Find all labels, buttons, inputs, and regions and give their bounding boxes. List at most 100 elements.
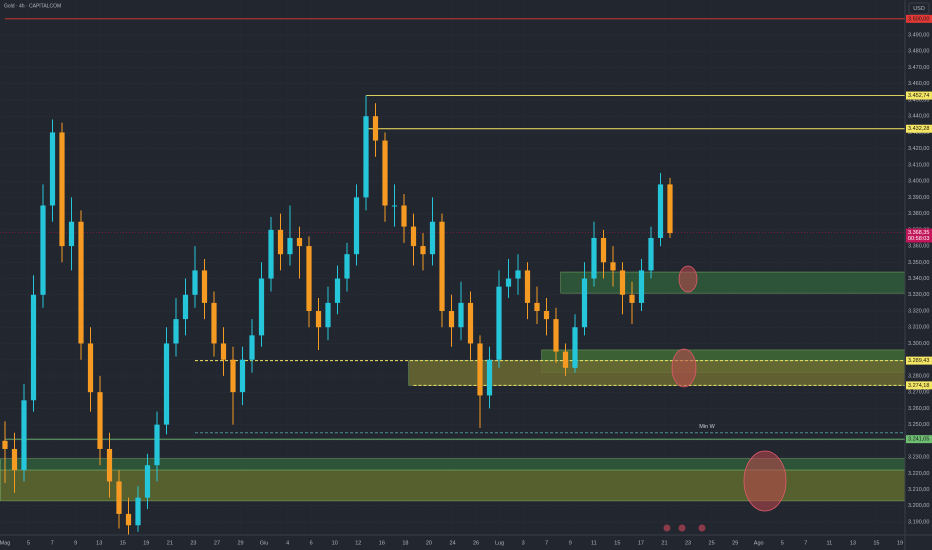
candle-body xyxy=(49,132,56,206)
candle-body xyxy=(458,302,464,328)
y-tick-label: 3.190,00 xyxy=(908,519,929,525)
candle-body xyxy=(306,246,312,312)
candle-body xyxy=(515,270,521,279)
candle-body xyxy=(125,513,132,526)
x-tick-label: 5 xyxy=(781,540,784,546)
x-tick-label: 21 xyxy=(661,540,667,546)
event-icon[interactable] xyxy=(678,524,686,532)
candle-body xyxy=(97,392,103,449)
candle-body xyxy=(11,448,18,471)
level-label: 3.241,05 xyxy=(908,437,929,443)
candle-body xyxy=(363,116,369,198)
x-tick-label: 19 xyxy=(897,540,903,546)
x-tick-label: 15 xyxy=(873,540,879,546)
zone xyxy=(408,360,906,386)
candle-body xyxy=(448,311,455,328)
y-tick-label: 3.350,00 xyxy=(908,260,929,266)
candle-body xyxy=(40,205,46,295)
x-tick-label: 24 xyxy=(449,540,455,546)
candle-body xyxy=(325,302,331,328)
x-tick-label: 27 xyxy=(214,540,220,546)
level-label-box xyxy=(906,381,932,390)
x-tick-label: 13 xyxy=(96,540,102,546)
x-tick-label: Giu xyxy=(260,540,269,546)
candle-body xyxy=(287,237,293,255)
x-tick-label: 9 xyxy=(74,540,77,546)
x-tick-label: 17 xyxy=(638,540,644,546)
level-text: Min W xyxy=(699,424,715,430)
candle-body xyxy=(106,448,113,482)
currency[interactable]: USD xyxy=(913,6,925,12)
x-tick-label: Lug xyxy=(495,540,504,546)
x-tick-label: 11 xyxy=(591,540,597,546)
candle-body xyxy=(505,278,512,287)
y-tick-label: 3.200,00 xyxy=(908,503,929,509)
level-label-box xyxy=(906,356,932,365)
y-tick-label: 3.410,00 xyxy=(908,162,929,168)
y-tick-label: 3.470,00 xyxy=(908,65,929,71)
candle-body xyxy=(439,221,445,312)
candle-body xyxy=(619,270,626,295)
x-tick-label: 29 xyxy=(732,540,738,546)
y-tick-label: 3.460,00 xyxy=(908,81,929,87)
x-tick-label: 7 xyxy=(545,540,548,546)
event-icon[interactable] xyxy=(663,524,671,532)
x-tick-label: 7 xyxy=(51,540,54,546)
candle-body xyxy=(429,221,436,255)
candle-body xyxy=(600,237,607,263)
candle-body xyxy=(562,351,569,368)
candle-body xyxy=(154,424,160,466)
candle-body xyxy=(30,294,37,401)
candle-body xyxy=(667,184,673,234)
annotation-circle xyxy=(678,265,698,293)
candle-body xyxy=(21,400,27,471)
candle-body xyxy=(372,116,379,141)
x-tick-label: 15 xyxy=(120,540,126,546)
candle-body xyxy=(78,221,84,344)
candle-body xyxy=(268,229,274,279)
candle-body xyxy=(296,237,303,247)
level-label-box xyxy=(906,435,932,444)
y-tick-label: 3.210,00 xyxy=(908,487,929,493)
y-tick-label: 3.310,00 xyxy=(908,325,929,331)
chart-title: Gold · 4h · CAPITALCOM xyxy=(4,3,61,9)
x-tick-label: 21 xyxy=(167,540,173,546)
level-label: 3.274,18 xyxy=(908,383,929,389)
level-label: 3.500,00 xyxy=(908,16,929,22)
candle-body xyxy=(420,246,426,255)
candle-body xyxy=(553,319,559,352)
event-icon[interactable] xyxy=(698,524,706,532)
candle-body xyxy=(249,335,255,360)
candle-body xyxy=(173,319,179,344)
candle-body xyxy=(334,278,341,303)
level-label-box xyxy=(906,91,932,100)
x-tick-label: 3 xyxy=(522,540,525,546)
y-tick-label: 3.420,00 xyxy=(908,146,929,152)
x-tick-label: 10 xyxy=(332,540,338,546)
candle-body xyxy=(192,270,198,295)
y-tick-label: 3.230,00 xyxy=(908,455,929,461)
y-tick-label: 3.260,00 xyxy=(908,406,929,412)
x-tick-label: 5 xyxy=(27,540,30,546)
x-tick-label: Mag xyxy=(0,540,10,546)
x-tick-label: 26 xyxy=(473,540,479,546)
y-tick-label: 3.380,00 xyxy=(908,211,929,217)
candle-body xyxy=(182,294,189,320)
levels: Min W xyxy=(0,18,905,440)
candle-body xyxy=(629,294,635,303)
candle-body xyxy=(258,278,265,336)
x-tick-label: 13 xyxy=(850,540,856,546)
candle-body xyxy=(657,184,664,238)
y-tick-label: 3.340,00 xyxy=(908,276,929,282)
candles xyxy=(2,95,673,535)
x-tick-label: 7 xyxy=(804,540,807,546)
currency-box[interactable] xyxy=(908,2,930,15)
x-tick-label: 6 xyxy=(310,540,313,546)
current-price-box xyxy=(906,228,932,243)
candle-body xyxy=(315,311,322,328)
candle-body xyxy=(277,229,284,255)
level-label: 3.289,43 xyxy=(908,358,929,364)
x-tick-label: 20 xyxy=(426,540,432,546)
